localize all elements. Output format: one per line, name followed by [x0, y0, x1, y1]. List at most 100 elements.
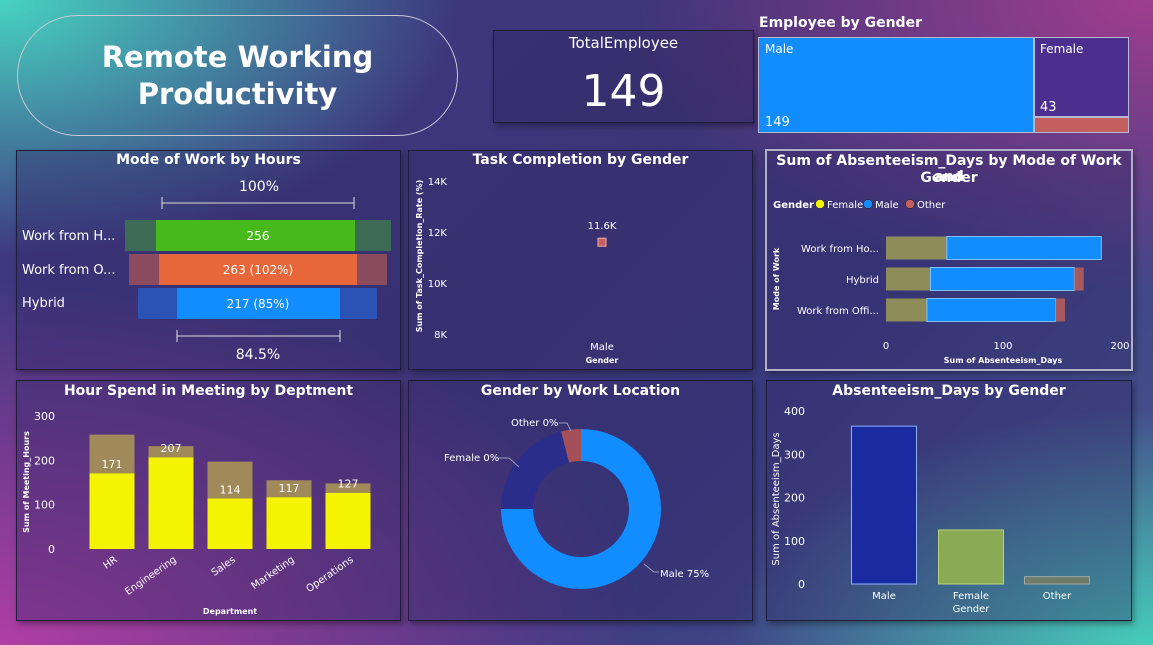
meeting-ytick: 300: [34, 410, 55, 423]
meeting-bar-female[interactable]: [266, 497, 312, 549]
absmode-bar-segment[interactable]: [1074, 267, 1084, 291]
task-completion-title: Task Completion by Gender: [472, 152, 689, 168]
funnel-category-3: Hybrid: [22, 296, 65, 311]
meeting-ytick: 200: [34, 454, 55, 467]
meeting-xtick: HR: [102, 554, 120, 571]
funnel-bar-hybrid[interactable]: [177, 288, 340, 319]
funnel-panel[interactable]: Mode of Work by Hours 100% 256 Work from…: [16, 150, 401, 370]
absmode-bar-segment[interactable]: [926, 298, 1057, 322]
task-ytick: 10K: [428, 279, 448, 290]
meeting-xtick: Marketing: [250, 554, 297, 592]
meeting-bar-female[interactable]: [325, 492, 371, 549]
meeting-bar-male[interactable]: [207, 461, 253, 499]
absg-ytick: 200: [784, 492, 805, 505]
absmode-bar-segment[interactable]: [946, 236, 1102, 260]
donut-slice[interactable]: [501, 429, 661, 589]
absmode-legend-title: Gender: [773, 200, 814, 211]
dashboard-title-pill: Remote Working Productivity: [17, 15, 458, 136]
absmode-bar-segment[interactable]: [929, 267, 1075, 291]
absmode-bar-segment[interactable]: [886, 267, 931, 291]
meeting-bar-label: 207: [161, 442, 182, 455]
donut-leader-other: [559, 422, 572, 432]
task-ytick: 14K: [428, 177, 448, 188]
absmode-bar-segment[interactable]: [1055, 298, 1066, 322]
meeting-ytick: 100: [34, 499, 55, 512]
treemap-female-value: 43: [1040, 100, 1057, 115]
absmode-category-label: Hybrid: [846, 275, 879, 286]
absmode-legend-marker[interactable]: [815, 199, 825, 209]
absent-gender-title: Absenteeism_Days by Gender: [832, 383, 1066, 399]
absent-mode-title-line1: Sum of Absenteeism_Days by Mode of Work …: [776, 153, 1122, 185]
treemap-tile-other[interactable]: [1034, 117, 1129, 133]
meeting-bar-male[interactable]: [148, 446, 194, 458]
absmode-legend-marker[interactable]: [905, 199, 915, 209]
funnel-bar-work-from-home[interactable]: [156, 220, 355, 251]
absg-ytick: 100: [784, 535, 805, 548]
meeting-bar-female[interactable]: [89, 473, 135, 549]
funnel-value-1: 256: [247, 229, 270, 243]
treemap-tile-male[interactable]: Male 149: [758, 37, 1034, 133]
absg-ytick: 300: [784, 448, 805, 461]
absmode-legend-label[interactable]: Other: [917, 200, 946, 211]
task-ytick: 12K: [428, 228, 448, 239]
absg-xtick: Male: [872, 591, 896, 602]
absmode-legend-marker[interactable]: [863, 199, 873, 209]
donut-label-other: Other 0%: [511, 418, 558, 429]
meeting-title: Hour Spend in Meeting by Deptment: [63, 383, 354, 399]
treemap-male-name: Male: [765, 42, 794, 56]
task-xlabel: Gender: [586, 356, 619, 365]
funnel-title: Mode of Work by Hours: [116, 152, 301, 168]
task-point-label: 11.6K: [588, 221, 617, 232]
kpi-card[interactable]: TotalEmployee 149: [493, 30, 754, 123]
donut-slice[interactable]: [561, 429, 581, 463]
absmode-bar-segment[interactable]: [886, 298, 927, 322]
funnel-value-2: 263 (102%): [223, 263, 293, 277]
absmode-bar-segment[interactable]: [886, 236, 947, 260]
dashboard-title-line2: Productivity: [137, 76, 338, 111]
funnel-bar-work-from-office[interactable]: [159, 254, 357, 285]
absg-xtick: Other: [1043, 591, 1072, 602]
absg-bar[interactable]: [938, 529, 1004, 585]
donut-title: Gender by Work Location: [480, 383, 681, 399]
absg-bar[interactable]: [1024, 576, 1090, 585]
meeting-bar-label: 114: [220, 483, 241, 496]
funnel-value-3: 217 (85%): [227, 297, 290, 311]
meeting-bar-male[interactable]: [266, 480, 312, 498]
absmode-legend-label[interactable]: Male: [875, 200, 899, 211]
meeting-xtick: Operations: [304, 554, 355, 595]
funnel-category-2: Work from O...: [22, 263, 116, 278]
meeting-bar-female[interactable]: [207, 498, 253, 549]
absg-bar[interactable]: [851, 425, 917, 585]
absmode-ylabel: Mode of Work: [772, 247, 781, 310]
treemap-female-name: Female: [1040, 42, 1084, 56]
donut-panel[interactable]: Gender by Work Location Male 75% Female 0…: [408, 380, 753, 621]
donut-label-male: Male 75%: [660, 569, 709, 580]
absent-gender-panel[interactable]: Absenteeism_Days by Gender 0 100 200 300 400…: [766, 380, 1132, 621]
treemap-title: Employee by Gender: [759, 15, 922, 31]
kpi-value: 149: [581, 66, 666, 117]
funnel-category-1: Work from H...: [22, 229, 115, 244]
absent-mode-panel[interactable]: Sum of Absenteeism_Days by Mode of Work …: [765, 149, 1133, 371]
funnel-bottom-pct: 84.5%: [236, 347, 280, 363]
absent-mode-title-line2: Gender: [920, 170, 978, 186]
donut-slice[interactable]: [501, 431, 570, 509]
meeting-bar-male[interactable]: [325, 483, 371, 493]
task-completion-panel[interactable]: Task Completion by Gender 8K 10K 12K 14K 11.…: [408, 150, 753, 370]
meeting-bar-male[interactable]: [89, 434, 135, 474]
meeting-xtick: Sales: [210, 554, 238, 578]
donut-leader-female: [499, 457, 520, 468]
dashboard-title-line1: Remote Working: [101, 39, 374, 74]
meeting-panel[interactable]: Hour Spend in Meeting by Deptment 0 100 20…: [16, 380, 401, 621]
donut-leader-male: [643, 563, 659, 573]
treemap-tile-female[interactable]: Female 43: [1034, 37, 1129, 117]
absg-xlabel: Gender: [953, 604, 991, 615]
meeting-bar-female[interactable]: [148, 457, 194, 549]
absg-ytick: 400: [784, 405, 805, 418]
treemap-male-value: 149: [765, 115, 790, 130]
treemap-chart[interactable]: Male 149 Female 43: [758, 37, 1129, 133]
absg-xtick: Female: [953, 591, 989, 602]
absmode-legend-label[interactable]: Female: [827, 200, 863, 211]
meeting-xlabel: Department: [203, 607, 257, 616]
absmode-xtick: 100: [993, 341, 1012, 352]
task-point[interactable]: [597, 237, 607, 247]
